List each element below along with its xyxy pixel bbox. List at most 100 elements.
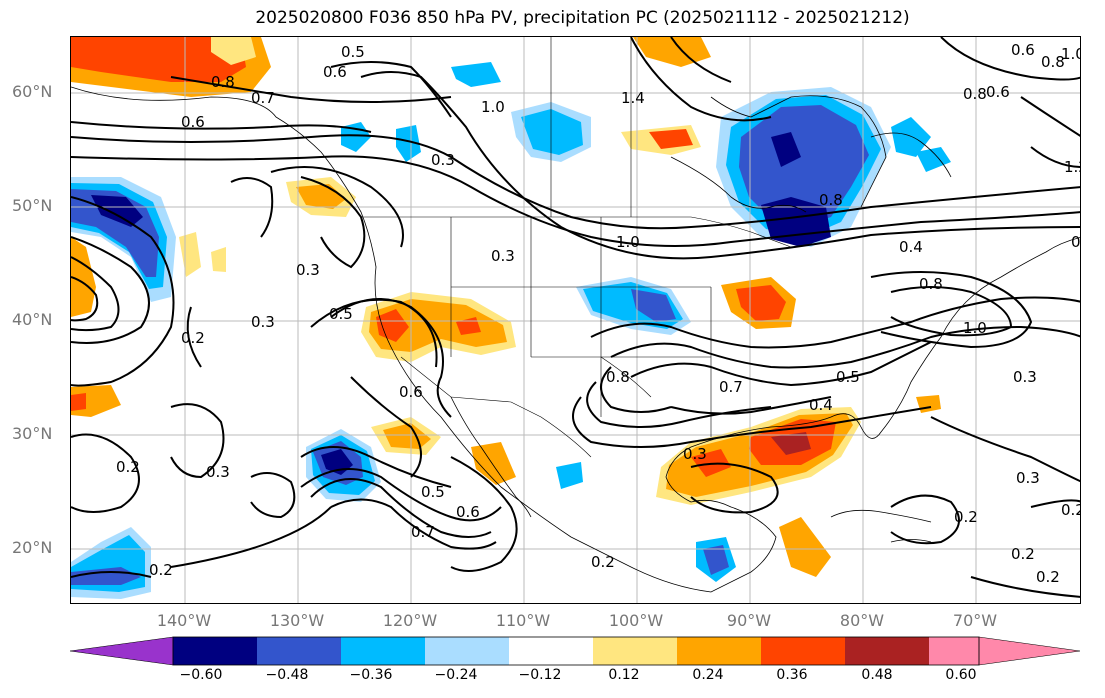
precip-positive-area [471, 442, 516, 485]
map-title: 2025020800 F036 850 hPa PV, precipitatio… [255, 8, 910, 28]
contour-label: 0.8 [919, 275, 943, 293]
contour-label: 0.6 [399, 383, 423, 401]
precip-negative-area [631, 289, 676, 322]
lon-label-100w: 100°W [608, 611, 664, 630]
precip-positive-area [916, 395, 941, 413]
map-canvas: 0.5 0.6 0.8 0.7 0.6 1.0 1.4 0.3 0.3 0.3 … [71, 37, 1081, 603]
contour-label: 1.0 [481, 98, 505, 116]
contour-label: 0.8 [606, 368, 630, 386]
colorbar-extend-max [978, 636, 1081, 666]
contour-label: 1.0 [1061, 45, 1081, 63]
precip-positive-area [736, 285, 786, 321]
contour-label: 0.8 [963, 85, 987, 103]
precip-positive-area [71, 37, 246, 82]
colorbar-bin [593, 637, 677, 665]
precip-positive-area [211, 247, 226, 272]
contour-label: 0.6 [986, 83, 1010, 101]
colorbar-tick-label: −0.36 [349, 667, 393, 683]
precip-negative-area [703, 545, 729, 575]
colorbar-bin [425, 637, 509, 665]
colorbar-tick-label: 0.36 [776, 667, 808, 683]
precip-positive-area [71, 393, 86, 411]
contour-label: 0.5 [341, 43, 365, 61]
precip-negative-area [891, 117, 931, 157]
lon-label-110w: 110°W [495, 611, 551, 630]
lon-label-70w: 70°W [952, 611, 998, 630]
contour-label: 0.2 [954, 508, 978, 526]
colorbar-bin [257, 637, 341, 665]
contour-label: 0.6 [323, 63, 347, 81]
contour-label: 0.6 [1071, 233, 1081, 251]
colorbar-tick-label: −0.12 [518, 667, 562, 683]
contour-label: 0.2 [591, 553, 615, 571]
contour-label: 0.2 [1036, 568, 1060, 586]
lat-label-30n: 30°N [12, 424, 53, 443]
graticule [71, 37, 1080, 603]
coastlines [71, 86, 1080, 593]
colorbar-tick-label: 0.12 [608, 667, 640, 683]
contour-label: 0.6 [1011, 41, 1035, 59]
colorbar-tick-label: −0.60 [179, 667, 223, 683]
contour-label: 1.4 [621, 89, 645, 107]
colorbar-frame [172, 636, 980, 666]
colorbar-bin [845, 637, 929, 665]
map-panel: 0.5 0.6 0.8 0.7 0.6 1.0 1.4 0.3 0.3 0.3 … [70, 36, 1081, 604]
colorbar-tick-label: 0.60 [945, 667, 977, 683]
colorbar-tick-label: 0.24 [692, 667, 724, 683]
precip-negative-area [739, 105, 869, 227]
contour-label: 1.2 [1064, 158, 1081, 176]
precip-positive-area [771, 432, 811, 455]
colorbar-extend-min [70, 636, 174, 666]
contour-label: 0.5 [836, 368, 860, 386]
lat-label-20n: 20°N [12, 538, 53, 557]
contour-label: 0.3 [251, 313, 275, 331]
contour-label: 0.2 [1011, 545, 1035, 563]
pv-contours [71, 37, 1080, 598]
contour-label: 1.0 [963, 319, 987, 337]
precip-positive-area [633, 37, 711, 67]
contour-label: 0.3 [683, 445, 707, 463]
contour-label: 0.4 [809, 396, 833, 414]
precip-negative-area [91, 195, 143, 227]
contour-label: 0.2 [116, 458, 140, 476]
contour-label: 0.5 [421, 483, 445, 501]
contour-label: 0.2 [149, 561, 173, 579]
colorbar-bin [677, 637, 761, 665]
contour-label: 0.5 [329, 305, 353, 323]
precip-positive-area [649, 129, 693, 149]
colorbar-tick-label: 0.48 [861, 667, 893, 683]
lat-label-60n: 60°N [12, 82, 53, 101]
precip-negative-area [556, 462, 583, 489]
precip-negative-area [771, 132, 801, 167]
contour-label: 0.3 [206, 463, 230, 481]
contour-label: 0.3 [491, 247, 515, 265]
contour-labels: 0.5 0.6 0.8 0.7 0.6 1.0 1.4 0.3 0.3 0.3 … [116, 41, 1081, 586]
precip-positive-area [179, 232, 201, 277]
lon-label-80w: 80°W [839, 611, 885, 630]
precip-positive-area [376, 309, 409, 342]
colorbar-bin [761, 637, 845, 665]
contour-label: 0.3 [296, 261, 320, 279]
contour-label: 0.7 [251, 89, 275, 107]
precip-negative-area [916, 147, 951, 172]
precip-negative-area [451, 62, 501, 87]
contour-label: 0.7 [719, 378, 743, 396]
precip-positive-area [71, 237, 96, 317]
contour-label: 0.8 [819, 191, 843, 209]
contour-label: 0.4 [899, 238, 923, 256]
contour-label: 0.8 [1041, 53, 1065, 71]
lon-label-130w: 130°W [269, 611, 325, 630]
precip-negative-area [761, 197, 831, 247]
colorbar-bin [341, 637, 425, 665]
colorbar-bin [509, 637, 593, 665]
colorbar-bin [929, 637, 979, 665]
contour-label: 0.2 [181, 329, 205, 347]
lon-label-90w: 90°W [726, 611, 772, 630]
lat-label-40n: 40°N [12, 310, 53, 329]
colorbar [70, 636, 1081, 666]
colorbar-bin [173, 637, 257, 665]
contour-label: 0.2 [1061, 501, 1081, 519]
lon-label-140w: 140°W [156, 611, 212, 630]
colorbar-tick-label: −0.24 [434, 667, 478, 683]
precip-negative-area [521, 109, 583, 155]
